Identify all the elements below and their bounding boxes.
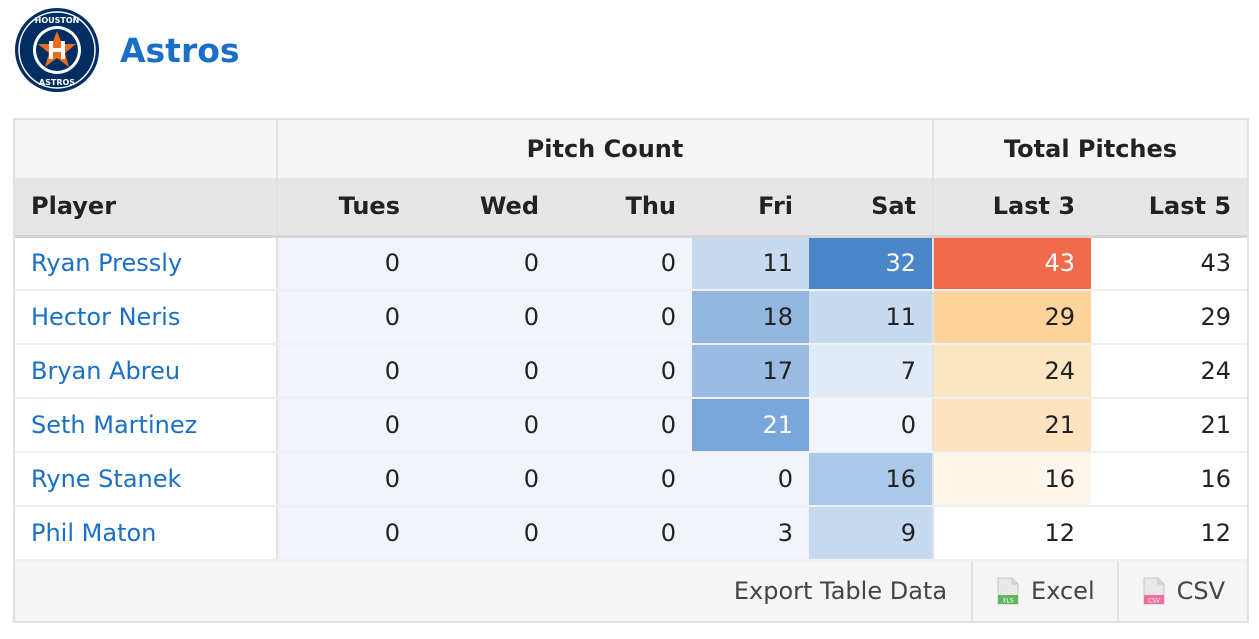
column-header-last5[interactable]: Last 5: [1091, 178, 1248, 238]
cell-last5: 24: [1091, 344, 1248, 399]
cell-fri: 0: [692, 452, 809, 507]
column-header-tues[interactable]: Tues: [277, 178, 416, 238]
cell-wed: 0: [416, 452, 555, 507]
table-row: Phil Maton 0 0 0 3 9 12 12: [15, 506, 1248, 561]
cell-sat: 16: [809, 452, 935, 507]
cell-last5: 43: [1091, 236, 1248, 291]
column-header-wed[interactable]: Wed: [416, 178, 555, 238]
cell-tues: 0: [277, 398, 416, 453]
column-header-thu[interactable]: Thu: [555, 178, 692, 238]
cell-tues: 0: [277, 344, 416, 399]
cell-thu: 0: [555, 290, 692, 345]
cell-wed: 0: [416, 236, 555, 291]
cell-last3: 24: [933, 344, 1092, 399]
cell-thu: 0: [555, 506, 692, 561]
player-name-link[interactable]: Ryne Stanek: [15, 452, 278, 507]
excel-icon-text: XLS: [1002, 598, 1013, 605]
table-row: Hector Neris 0 0 0 18 11 29 29: [15, 290, 1248, 345]
table-row: Bryan Abreu 0 0 0 17 7 24 24: [15, 344, 1248, 399]
cell-thu: 0: [555, 236, 692, 291]
export-bar: Export Table Data XLS Excel: [15, 561, 1247, 621]
table-row: Seth Martinez 0 0 0 21 0 21 21: [15, 398, 1248, 453]
export-excel-button[interactable]: XLS Excel: [973, 561, 1119, 621]
cell-last3: 16: [933, 452, 1092, 507]
cell-wed: 0: [416, 506, 555, 561]
group-header-pitch-count: Pitch Count: [277, 120, 935, 178]
table-footer: Export Table Data XLS Excel: [15, 559, 1248, 621]
export-excel-label: Excel: [1031, 577, 1095, 605]
cell-fri: 3: [692, 506, 809, 561]
cell-sat: 11: [809, 290, 935, 345]
cell-tues: 0: [277, 452, 416, 507]
player-name-link[interactable]: Ryan Pressly: [15, 236, 278, 291]
table-row: Ryne Stanek 0 0 0 0 16 16 16: [15, 452, 1248, 507]
cell-thu: 0: [555, 398, 692, 453]
column-header-player[interactable]: Player: [15, 178, 278, 238]
logo-top-text: HOUSTON: [35, 16, 80, 25]
group-header-total-pitches: Total Pitches: [933, 120, 1248, 178]
cell-fri: 21: [692, 398, 809, 453]
cell-wed: 0: [416, 290, 555, 345]
cell-fri: 18: [692, 290, 809, 345]
cell-thu: 0: [555, 452, 692, 507]
cell-last5: 12: [1091, 506, 1248, 561]
cell-thu: 0: [555, 344, 692, 399]
csv-file-icon: CSV: [1143, 577, 1165, 605]
table-footer-row: Export Table Data XLS Excel: [15, 559, 1248, 621]
table-row: Ryan Pressly 0 0 0 11 32 43 43: [15, 236, 1248, 291]
table-body: Ryan Pressly 0 0 0 11 32 43 43 Hector Ne…: [15, 236, 1248, 561]
cell-fri: 17: [692, 344, 809, 399]
cell-sat: 9: [809, 506, 935, 561]
column-header-fri[interactable]: Fri: [692, 178, 809, 238]
cell-sat: 7: [809, 344, 935, 399]
astros-logo-icon: HOUSTON ASTROS: [15, 8, 99, 92]
cell-wed: 0: [416, 398, 555, 453]
group-header-empty: [15, 120, 278, 178]
cell-last5: 29: [1091, 290, 1248, 345]
export-table-label: Export Table Data: [710, 561, 974, 621]
cell-last5: 16: [1091, 452, 1248, 507]
pitch-count-table-container: Pitch Count Total Pitches Player Tues We…: [13, 118, 1249, 623]
player-name-link[interactable]: Phil Maton: [15, 506, 278, 561]
cell-sat: 32: [809, 236, 935, 291]
excel-file-icon: XLS: [997, 577, 1019, 605]
cell-sat: 0: [809, 398, 935, 453]
group-header-row: Pitch Count Total Pitches: [15, 120, 1248, 178]
player-name-link[interactable]: Bryan Abreu: [15, 344, 278, 399]
cell-fri: 11: [692, 236, 809, 291]
player-name-link[interactable]: Hector Neris: [15, 290, 278, 345]
cell-last3: 21: [933, 398, 1092, 453]
cell-tues: 0: [277, 236, 416, 291]
cell-last3: 12: [933, 506, 1092, 561]
pitch-count-table: Pitch Count Total Pitches Player Tues We…: [15, 120, 1248, 621]
column-header-row: Player Tues Wed Thu Fri Sat Last 3 Last …: [15, 178, 1248, 238]
cell-last3: 29: [933, 290, 1092, 345]
team-name[interactable]: Astros: [120, 30, 240, 70]
player-name-link[interactable]: Seth Martinez: [15, 398, 278, 453]
cell-tues: 0: [277, 290, 416, 345]
cell-tues: 0: [277, 506, 416, 561]
column-header-last3[interactable]: Last 3: [933, 178, 1092, 238]
export-csv-label: CSV: [1176, 577, 1226, 605]
logo-bottom-text: ASTROS: [39, 78, 75, 87]
cell-last3: 43: [933, 236, 1092, 291]
team-header: HOUSTON ASTROS Astros: [14, 7, 240, 93]
export-csv-button[interactable]: CSV CSV: [1119, 561, 1247, 621]
column-header-sat[interactable]: Sat: [809, 178, 935, 238]
csv-icon-text: CSV: [1148, 598, 1161, 605]
cell-last5: 21: [1091, 398, 1248, 453]
cell-wed: 0: [416, 344, 555, 399]
